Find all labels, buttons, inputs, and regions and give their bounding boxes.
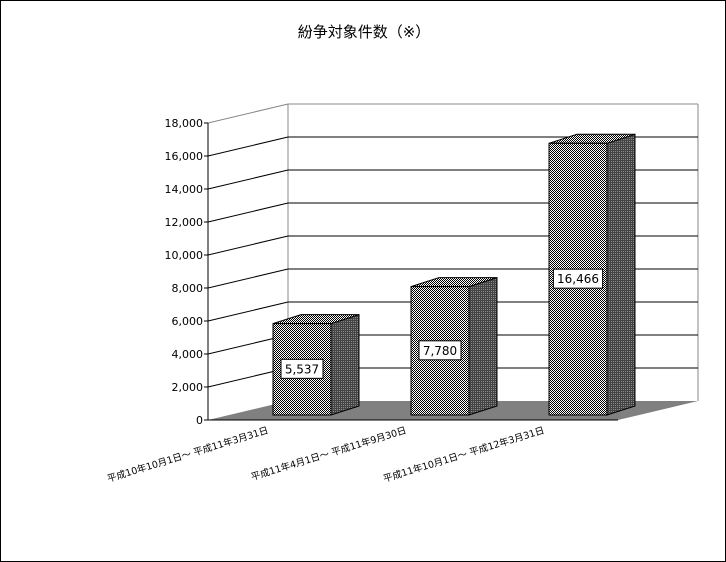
- y-tick-label: 16,000: [165, 150, 204, 163]
- gridline-side: [207, 235, 289, 256]
- bar-side: [468, 276, 498, 416]
- bar-side: [606, 133, 636, 416]
- y-tick-label: 6,000: [172, 315, 204, 328]
- data-label-box: [280, 358, 324, 379]
- y-tick-label: 8,000: [172, 282, 204, 295]
- gridline-side: [207, 169, 289, 190]
- data-label: 5,537: [285, 362, 319, 376]
- gridline-side: [207, 268, 289, 289]
- y-tick-label: 14,000: [165, 183, 204, 196]
- data-label: 7,780: [423, 344, 457, 358]
- bar-side: [330, 313, 360, 416]
- x-category-label: 平成10年10月1日～ 平成11年3月31日: [106, 424, 270, 485]
- gridline-side: [207, 136, 289, 157]
- y-tick-label: 2,000: [172, 381, 204, 394]
- gridline-side: [207, 202, 289, 223]
- y-tick-label: 0: [196, 414, 203, 427]
- data-label: 16,466: [557, 272, 599, 286]
- y-tick-label: 4,000: [172, 348, 204, 361]
- y-tick-label: 18,000: [165, 117, 204, 130]
- wall-top-edge: [207, 103, 289, 124]
- chart-title: 紛争対象件数（※）: [298, 23, 431, 41]
- data-label-box: [418, 340, 462, 361]
- gridline-side: [207, 301, 289, 322]
- y-tick-label: 12,000: [165, 216, 204, 229]
- data-label-box: [552, 268, 604, 289]
- y-tick-label: 10,000: [165, 249, 204, 262]
